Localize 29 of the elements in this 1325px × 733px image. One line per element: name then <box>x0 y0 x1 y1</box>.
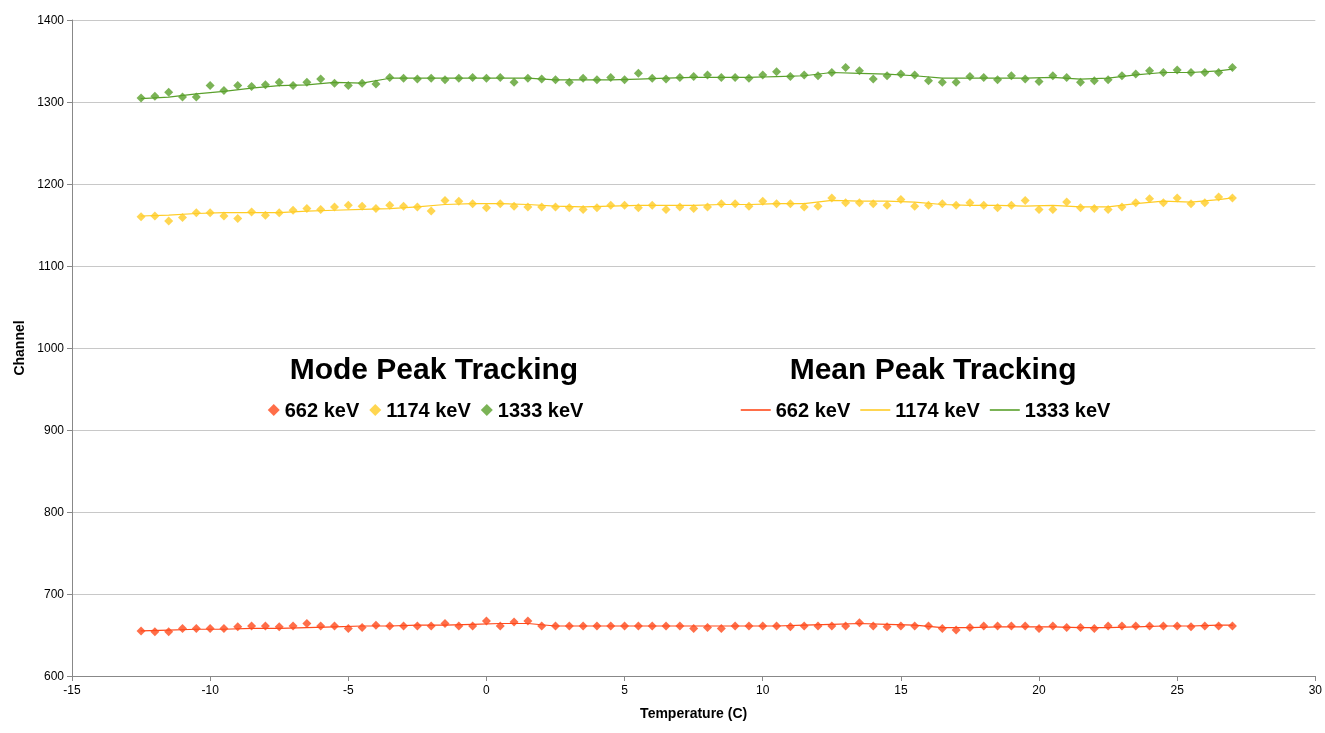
legend-label: 1333 keV <box>1024 399 1112 421</box>
y-tick-label: 700 <box>43 587 65 601</box>
x-tick-label: 30 <box>1308 683 1323 697</box>
y-tick-label: 1200 <box>37 177 65 191</box>
y-tick-label: 1000 <box>37 341 65 355</box>
x-tick-label: 0 <box>483 683 491 697</box>
legend-label: 1333 keV <box>497 399 585 421</box>
annotation: Mode Peak Tracking <box>289 351 579 385</box>
y-tick-label: 1400 <box>37 13 65 27</box>
x-tick-label: -15 <box>63 683 81 697</box>
legend-label: 1174 keV <box>895 399 981 421</box>
x-tick-label: -10 <box>201 683 220 697</box>
annotation: Mean Peak Tracking <box>789 351 1077 385</box>
x-tick-label: 25 <box>1170 683 1185 697</box>
legend-label: 662 keV <box>775 399 851 421</box>
x-tick-label: 10 <box>756 683 770 697</box>
y-tick-label: 1300 <box>37 95 65 109</box>
x-tick-label: -5 <box>342 683 354 697</box>
x-tick-label: 15 <box>894 683 908 697</box>
legend-label: 1174 keV <box>386 399 472 421</box>
y-tick-label: 600 <box>43 669 65 683</box>
y-axis-title: Channel <box>11 320 28 376</box>
x-axis-title: Temperature (C) <box>640 705 748 721</box>
y-tick-label: 900 <box>43 423 65 437</box>
x-tick-label: 20 <box>1032 683 1047 697</box>
x-tick-label: 5 <box>621 683 629 697</box>
legend-label: 662 keV <box>284 399 360 421</box>
y-tick-label: 1100 <box>38 259 65 273</box>
y-tick-label: 800 <box>43 505 65 519</box>
